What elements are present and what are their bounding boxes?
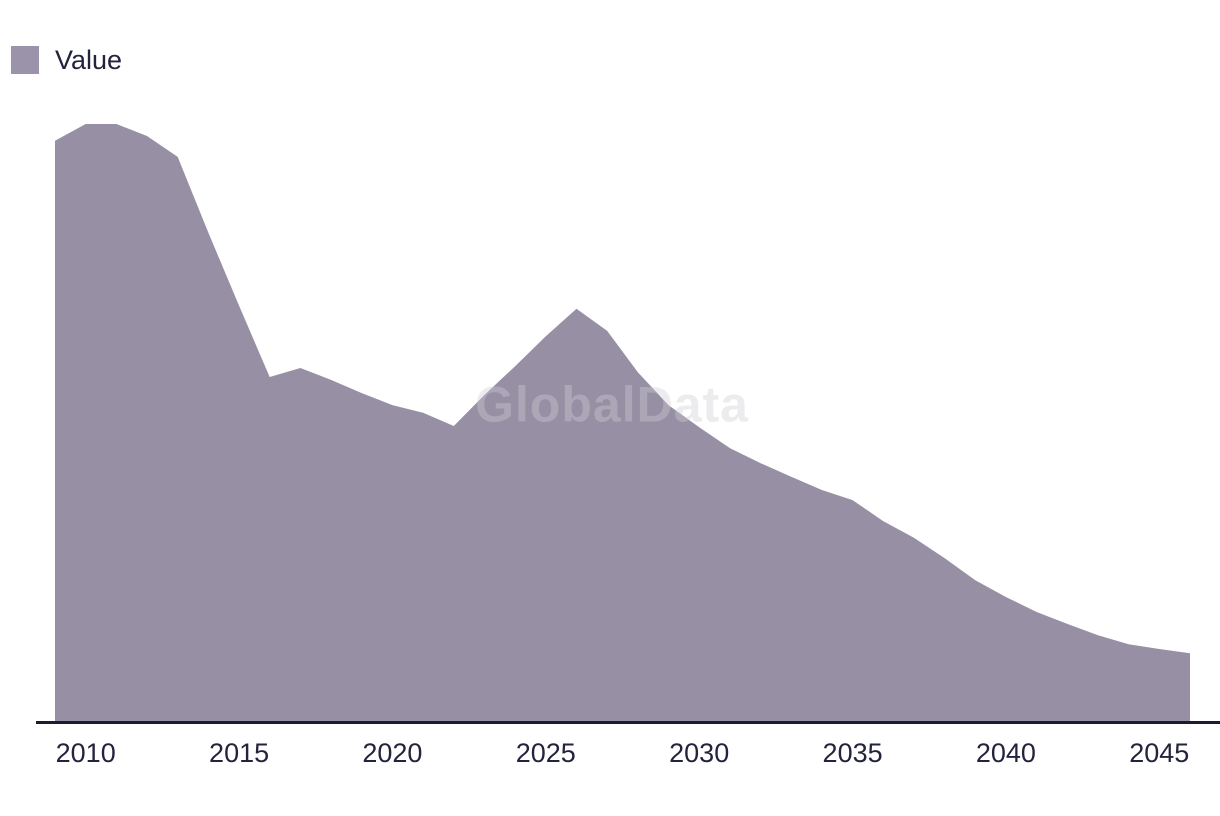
legend-swatch	[11, 46, 39, 74]
legend-item-value[interactable]: Value	[11, 46, 122, 74]
x-axis-tick-label-2030: 2030	[669, 738, 730, 768]
legend: Value	[11, 46, 122, 74]
x-axis-tick-label-2015: 2015	[209, 738, 270, 768]
x-axis-tick-label-2010: 2010	[55, 738, 116, 768]
area-series-value	[55, 124, 1190, 722]
legend-label: Value	[55, 45, 123, 75]
x-axis: 2010 2015 2020 2025 2030 2035 2040 2045	[0, 738, 1220, 772]
x-axis-tick-label-2025: 2025	[515, 738, 576, 768]
x-axis-tick-label-2020: 2020	[362, 738, 423, 768]
x-axis-tick-label-2035: 2035	[822, 738, 883, 768]
x-axis-tick-label-2040: 2040	[975, 738, 1036, 768]
x-axis-tick-label-2045: 2045	[1129, 738, 1190, 768]
